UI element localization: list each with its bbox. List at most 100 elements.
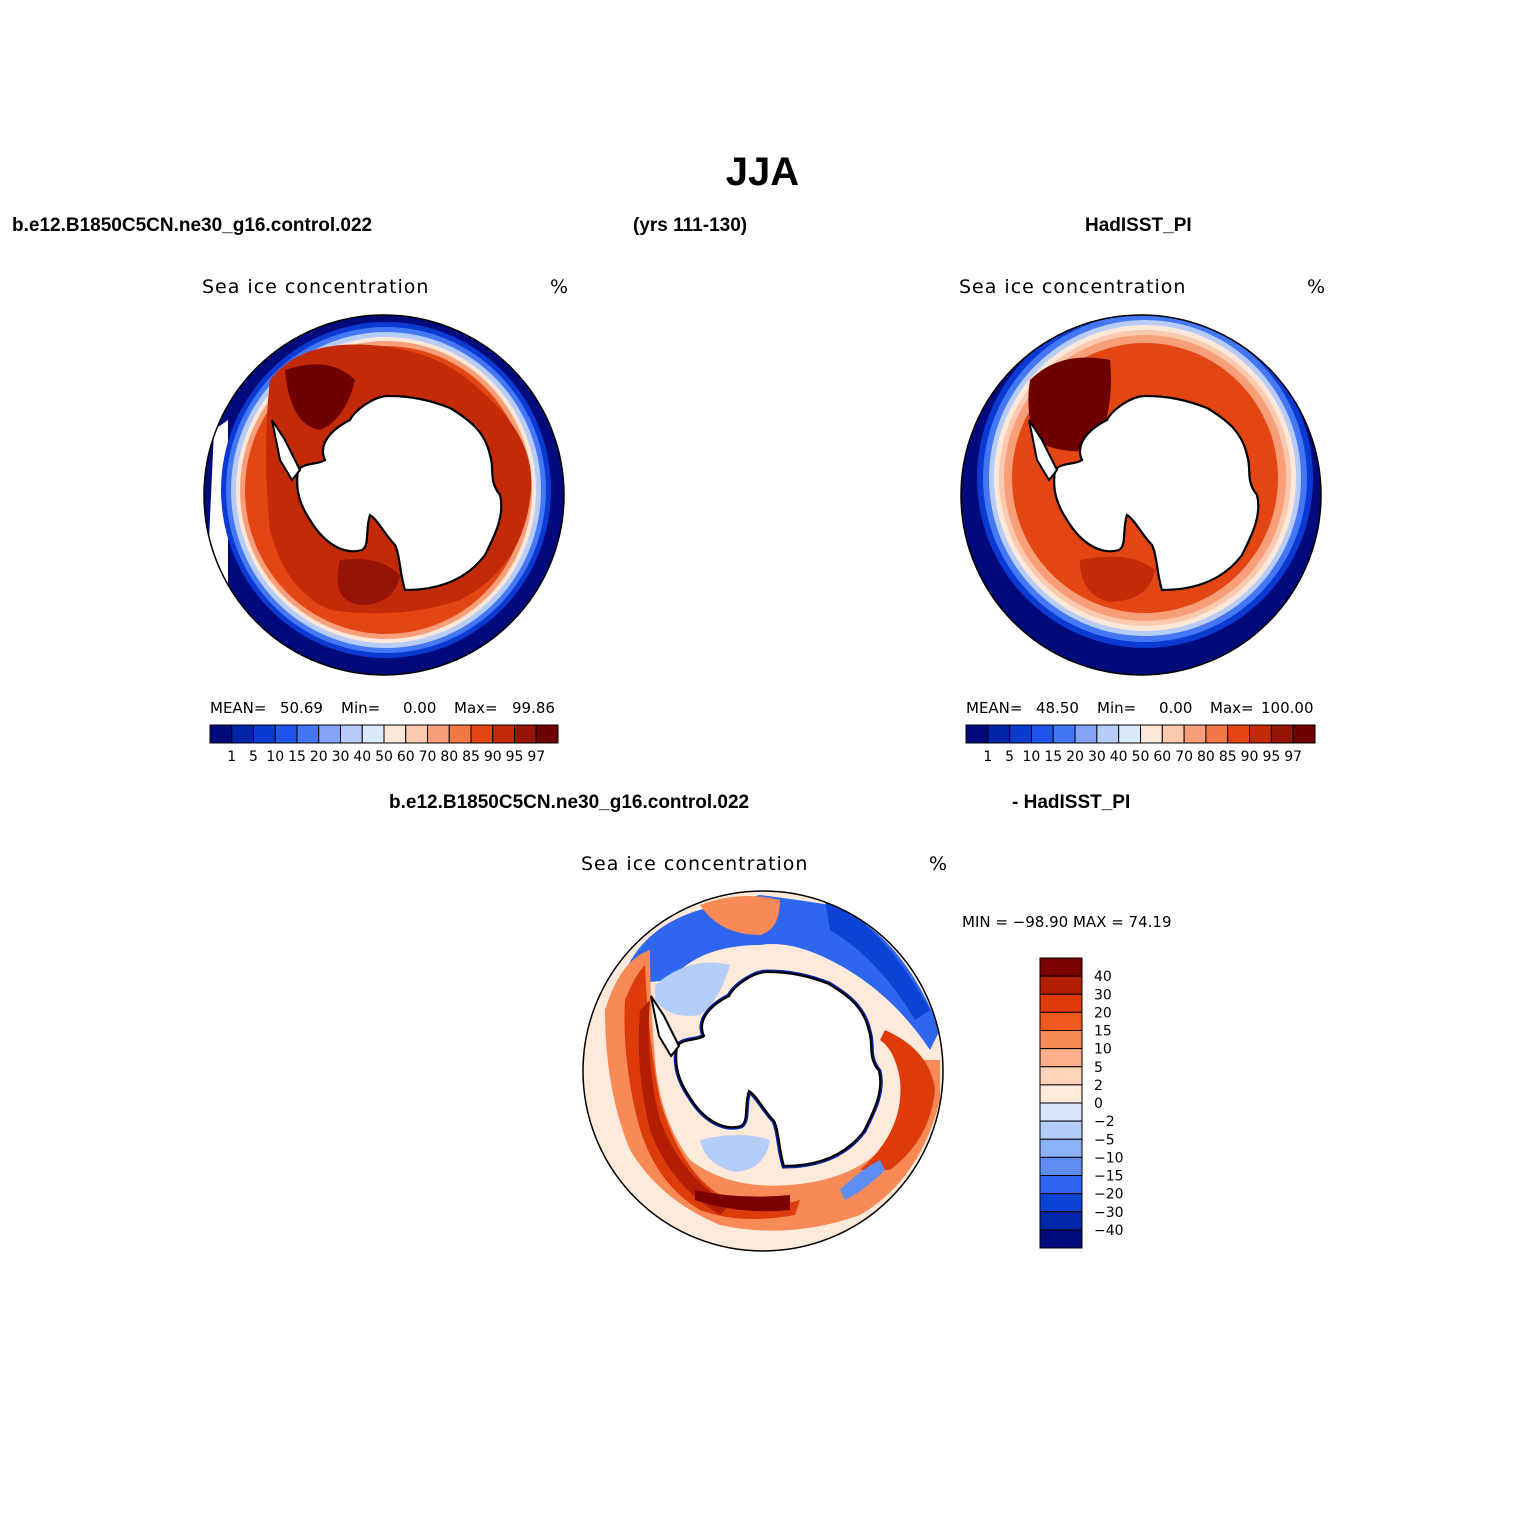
- colorbar-difference-swatch: [1039, 957, 1083, 977]
- header-years: (yrs 111-130): [633, 215, 748, 236]
- header-model-case: b.e12.B1850C5CN.ne30_g16.control.022: [12, 215, 373, 236]
- colorbar-model-tick-label: 60: [397, 749, 415, 765]
- panel-obs-max-label: Max=: [1210, 699, 1254, 717]
- colorbar-difference-tick-label: −2: [1094, 1114, 1115, 1130]
- colorbar-model-tick-label: 85: [462, 749, 480, 765]
- colorbar-difference-tick-label: −15: [1094, 1169, 1124, 1185]
- panel-obs-mean: 48.50: [1036, 699, 1079, 717]
- colorbar-obs-tick-label: 70: [1175, 749, 1193, 765]
- colorbar-model-swatch: [470, 724, 494, 744]
- colorbar-obs-tick-label: 90: [1241, 749, 1259, 765]
- colorbar-model-tick-label: 5: [249, 749, 258, 765]
- colorbar-model-swatch: [361, 724, 385, 744]
- colorbar-obs-tick-label: 80: [1197, 749, 1215, 765]
- colorbar-obs-swatch: [987, 724, 1011, 744]
- colorbar-obs-swatch: [1183, 724, 1207, 744]
- colorbar-model-tick-label: 15: [288, 749, 306, 765]
- panel-diff-units: %: [929, 853, 949, 875]
- colorbar-difference-tick-label: −20: [1094, 1187, 1124, 1203]
- colorbar-difference-swatch: [1039, 975, 1083, 995]
- colorbar-obs-tick-label: 97: [1284, 749, 1302, 765]
- colorbar-difference-swatch: [1039, 1175, 1083, 1195]
- colorbar-obs-tick-label: 1: [983, 749, 992, 765]
- colorbar-difference-swatch: [1039, 1066, 1083, 1086]
- colorbar-model-swatch: [383, 724, 407, 744]
- diff-header-obs-dataset: - HadISST_PI: [1012, 792, 1131, 813]
- colorbar-difference-swatch: [1039, 993, 1083, 1013]
- colorbar-difference-swatch: [1039, 1084, 1083, 1104]
- panel-diff-subtitle: Sea ice concentration: [581, 853, 809, 875]
- colorbar-model-swatch: [296, 724, 320, 744]
- colorbar-model-tick-label: 97: [527, 749, 545, 765]
- colorbar-obs: 1 5 10 15 20 30 40 50 60 70 80 85 90 95 97: [965, 724, 1316, 765]
- colorbar-difference-swatch: [1039, 1156, 1083, 1176]
- colorbar-model-swatch: [427, 724, 450, 744]
- colorbar-model-tick-label: 50: [375, 749, 393, 765]
- colorbar-difference-swatch: [1039, 1048, 1083, 1068]
- panel-model-max-label: Max=: [454, 699, 498, 717]
- colorbar-model-swatch: [514, 724, 537, 744]
- colorbar-model-tick-label: 1: [227, 749, 236, 765]
- colorbar-difference-swatch: [1039, 1193, 1083, 1213]
- panel-obs-min-label: Min=: [1097, 699, 1137, 717]
- colorbar-obs-swatch: [1161, 724, 1185, 744]
- colorbar-difference-swatch: [1039, 1011, 1083, 1031]
- colorbar-obs-swatch: [1052, 724, 1076, 744]
- colorbar-obs-swatch: [1249, 724, 1272, 744]
- colorbar-difference-tick-label: 20: [1094, 1005, 1112, 1021]
- colorbar-difference-swatch: [1039, 1120, 1083, 1140]
- colorbar-model-tick-label: 10: [266, 749, 284, 765]
- panel-model-min: 0.00: [403, 699, 437, 717]
- panel-obs-max: 100.00: [1261, 699, 1314, 717]
- colorbar-obs-tick-label: 5: [1005, 749, 1014, 765]
- colorbar-obs-swatch: [1292, 724, 1316, 744]
- map-obs: [960, 314, 1322, 676]
- colorbar-obs-tick-label: 30: [1088, 749, 1106, 765]
- colorbar-obs-tick-label: 20: [1066, 749, 1084, 765]
- colorbar-model-swatch: [274, 724, 298, 744]
- panel-diff-minmax: MIN = −98.90 MAX = 74.19: [962, 913, 1172, 931]
- colorbar-model-tick-label: 70: [419, 749, 437, 765]
- colorbar-model-swatch: [535, 724, 559, 744]
- colorbar-obs-tick-label: 15: [1044, 749, 1062, 765]
- colorbar-obs-swatch: [1009, 724, 1032, 744]
- colorbar-model-tick-label: 30: [332, 749, 350, 765]
- colorbar-obs-swatch: [1030, 724, 1054, 744]
- colorbar-obs-tick-label: 85: [1219, 749, 1237, 765]
- panel-obs-min: 0.00: [1159, 699, 1193, 717]
- colorbar-difference-tick-label: 0: [1094, 1096, 1103, 1112]
- colorbar-obs-swatch: [1074, 724, 1098, 744]
- colorbar-obs-tick-label: 10: [1023, 749, 1041, 765]
- colorbar-model-swatch: [448, 724, 472, 744]
- colorbar-difference-tick-label: −10: [1094, 1150, 1124, 1166]
- panel-model-mean: 50.69: [280, 699, 323, 717]
- colorbar-model-tick-label: 40: [353, 749, 371, 765]
- map-model: [203, 314, 565, 676]
- colorbar-difference-tick-label: −5: [1094, 1132, 1115, 1148]
- colorbar-model-tick-label: 80: [440, 749, 458, 765]
- colorbar-difference-tick-label: 2: [1094, 1078, 1103, 1094]
- colorbar-obs-tick-label: 50: [1132, 749, 1150, 765]
- colorbar-model-tick-label: 95: [506, 749, 524, 765]
- colorbar-model-swatch: [253, 724, 276, 744]
- colorbar-model-swatch: [318, 724, 341, 744]
- panel-obs-subtitle: Sea ice concentration: [959, 276, 1187, 298]
- colorbar-obs-swatch: [965, 724, 989, 744]
- panel-model-mean-label: MEAN=: [210, 699, 267, 717]
- colorbar-difference-tick-label: −30: [1094, 1205, 1124, 1221]
- colorbar-obs-tick-label: 60: [1153, 749, 1171, 765]
- colorbar-model-swatch: [405, 724, 428, 744]
- colorbar-model-swatch: [209, 724, 233, 744]
- colorbar-difference-swatch: [1039, 1229, 1083, 1249]
- colorbar-difference-swatch: [1039, 1102, 1083, 1122]
- colorbar-model-swatch: [231, 724, 254, 744]
- header-obs-dataset: HadISST_PI: [1085, 215, 1192, 236]
- colorbar-difference-swatch: [1039, 1030, 1083, 1050]
- colorbar-difference-tick-label: 10: [1094, 1042, 1112, 1058]
- diff-header-model-case: b.e12.B1850C5CN.ne30_g16.control.022: [389, 792, 750, 813]
- colorbar-obs-swatch: [1270, 724, 1294, 744]
- colorbar-model: 1 5 10 15 20 30 40 50 60 70 80 85 90 95 97: [209, 724, 559, 765]
- colorbar-model-swatch: [340, 724, 363, 744]
